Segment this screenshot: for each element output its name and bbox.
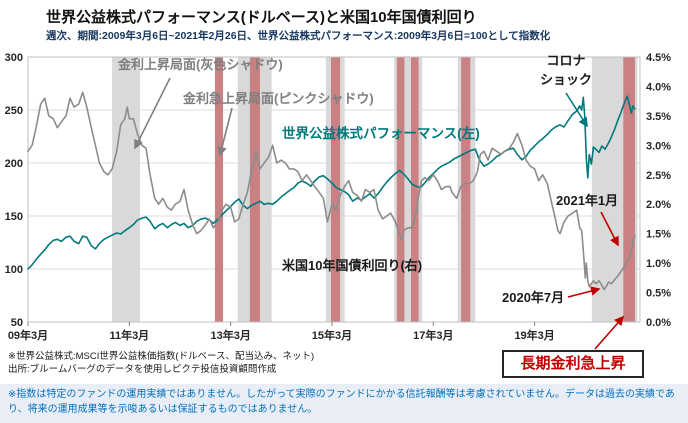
svg-text:11年3月: 11年3月 — [109, 328, 149, 342]
svg-text:3.0%: 3.0% — [646, 140, 671, 152]
svg-text:4.5%: 4.5% — [646, 52, 671, 64]
svg-text:13年3月: 13年3月 — [210, 328, 250, 342]
jul-2020-label: 2020年7月 — [502, 290, 565, 305]
jan-2021-label: 2021年1月 — [556, 193, 619, 208]
footnote-source: 出所:ブルームバーグのデータを使用しピクテ投信投資顧問作成 — [8, 364, 277, 375]
svg-text:250: 250 — [5, 105, 23, 117]
footnote-index-definition: ※世界公益株式:MSCI世界公益株価指数(ドルベース、配当込み、ネット) — [8, 351, 315, 362]
yield-series-label: 米国10年国債利回り(右) — [282, 258, 423, 273]
gray-band-legend-label: 金利上昇局面(灰色シャドウ) — [118, 57, 283, 72]
svg-text:17年3月: 17年3月 — [413, 328, 453, 342]
svg-text:15年3月: 15年3月 — [312, 328, 352, 342]
svg-text:0.5%: 0.5% — [646, 288, 671, 300]
svg-text:1.0%: 1.0% — [646, 258, 671, 270]
svg-text:2.5%: 2.5% — [646, 170, 671, 182]
svg-text:200: 200 — [5, 158, 23, 170]
chart-plot-area: 50 100 150 200 250 300 0.0% 0.5% 1.0% 1.5% 2.0% 2.5… — [5, 52, 672, 342]
page-title: 世界公益株式パフォーマンス(ドルベース)と米国10年国債利回り — [46, 9, 477, 26]
svg-text:09年3月: 09年3月 — [8, 328, 48, 342]
svg-text:19年3月: 19年3月 — [514, 328, 554, 342]
svg-text:4.0%: 4.0% — [646, 81, 671, 93]
chart-subtitle: 週次、期間:2009年3月6日~2021年2月26日、世界公益株式パフォーマンス… — [46, 30, 551, 42]
svg-text:300: 300 — [5, 52, 23, 64]
svg-text:50: 50 — [11, 317, 23, 329]
svg-text:1.5%: 1.5% — [646, 229, 671, 241]
svg-text:100: 100 — [5, 264, 23, 276]
pink-band-legend-label: 金利急上昇局面(ピンクシャドウ) — [183, 91, 374, 106]
rate-surge-label: 長期金利急上昇 — [520, 355, 626, 372]
corona-shock-label: コロナ ショック — [539, 53, 592, 87]
svg-text:3.5%: 3.5% — [646, 111, 671, 123]
svg-text:0.0%: 0.0% — [646, 317, 671, 329]
stock-series-label: 世界公益株式パフォーマンス(左) — [282, 126, 480, 141]
rate-surge-box: 長期金利急上昇 — [502, 350, 644, 378]
svg-text:2.0%: 2.0% — [646, 199, 671, 211]
disclaimer-text: ※指数は特定のファンドの運用実績ではありません。したがって実際のファンドにかかる… — [0, 384, 688, 423]
svg-text:150: 150 — [5, 211, 23, 223]
